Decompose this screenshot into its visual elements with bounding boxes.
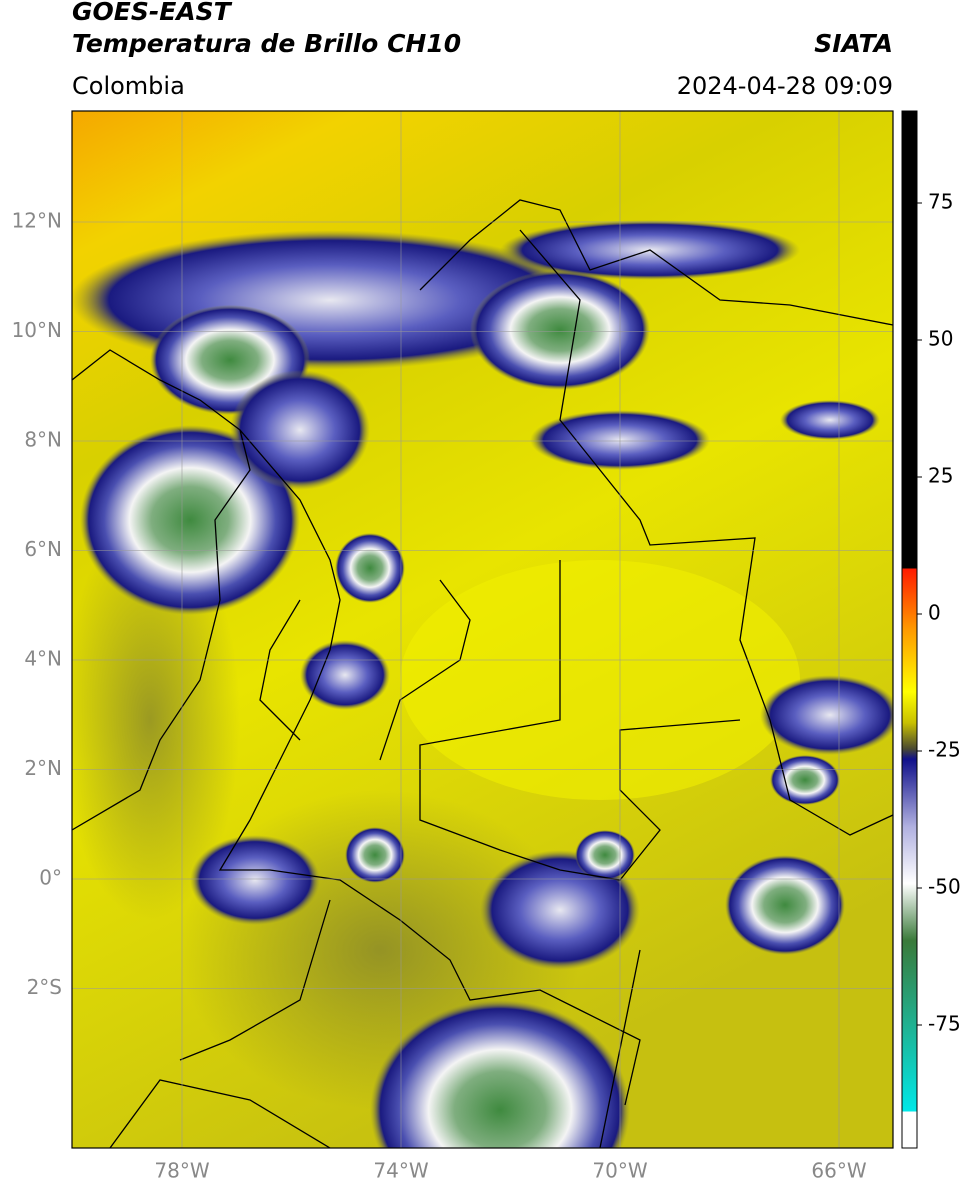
title: GOES-EAST [72, 0, 233, 26]
subtitle: Temperatura de Brillo CH10 [72, 29, 461, 58]
source: SIATA [814, 29, 893, 58]
lat-label: 4°N [24, 647, 62, 671]
colorbar-tick-label: -75 [928, 1012, 961, 1036]
colorbar-tick-label: 0 [928, 601, 941, 625]
timestamp: 2024-04-28 09:09 [677, 72, 893, 100]
colorbar-tick-label: -50 [928, 875, 961, 899]
lat-label: 10°N [12, 318, 62, 342]
lat-label: 8°N [24, 428, 62, 452]
map-frame [71, 110, 894, 1149]
lon-label: 78°W [154, 1159, 209, 1183]
colorbar-tick-label: 75 [928, 190, 953, 214]
colorbar-tick-label: 25 [928, 464, 953, 488]
lon-label: 66°W [811, 1159, 866, 1183]
colorbar-tick-label: 50 [928, 327, 953, 351]
lat-label: 2°N [24, 756, 62, 780]
lat-label: 0° [39, 866, 62, 890]
lat-label: 6°N [24, 537, 62, 561]
colorbar [901, 110, 918, 1149]
lat-label: 2°S [27, 975, 62, 999]
lat-label: 12°N [12, 209, 62, 233]
colorbar-tick-label: -25 [928, 738, 961, 762]
satellite-image [72, 111, 893, 1148]
lon-label: 70°W [592, 1159, 647, 1183]
graticule [72, 111, 893, 1148]
lon-label: 74°W [373, 1159, 428, 1183]
region: Colombia [72, 72, 185, 100]
